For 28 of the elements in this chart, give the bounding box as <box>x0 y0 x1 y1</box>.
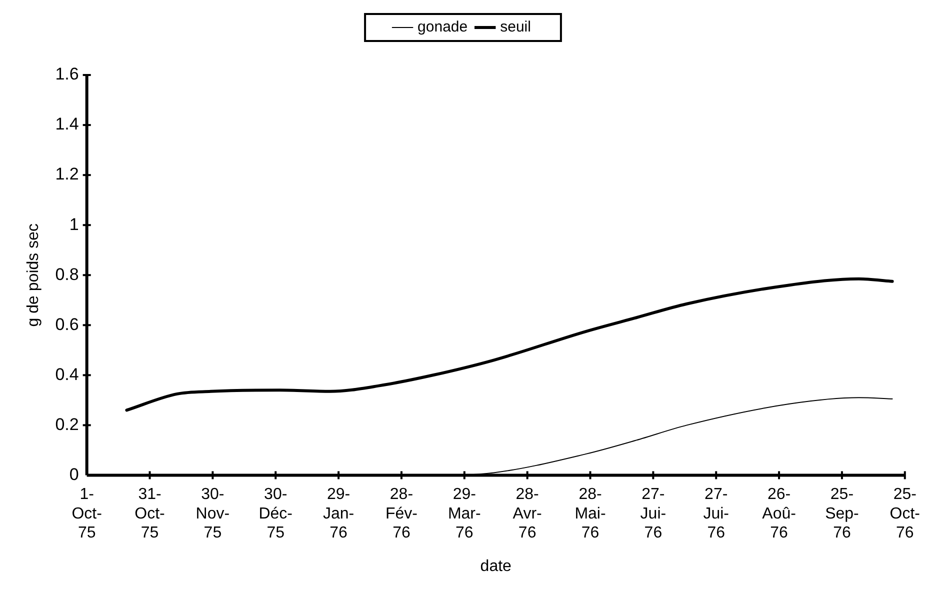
x-tick-label: 25-Oct-76 <box>890 486 920 542</box>
y-axis-title: g de poids sec <box>25 224 42 327</box>
y-tick-label: 0.8 <box>55 264 79 284</box>
y-tick-label: 0.2 <box>55 414 79 434</box>
x-tick-label: 29-Mar-76 <box>448 486 481 542</box>
y-tick-label: 1.2 <box>55 164 79 184</box>
x-tick-label: 29-Jan-76 <box>322 486 354 542</box>
x-tick-label: 1-Oct-75 <box>72 486 102 542</box>
x-axis-title: date <box>480 558 512 575</box>
x-tick-label: 28-Mai-76 <box>574 486 606 542</box>
y-tick-label: 1.4 <box>55 114 79 134</box>
legend-label: seuil <box>500 18 531 36</box>
y-tick-label: 0.4 <box>55 364 79 384</box>
x-tick-label: 30-Déc-75 <box>258 486 293 542</box>
line-series <box>125 277 894 412</box>
x-tick-label: 25-Sep-76 <box>825 486 859 542</box>
x-tick-label: 28-Fév-76 <box>385 486 418 542</box>
y-tick-label: 0.6 <box>55 314 79 334</box>
x-tick-label: 26-Aoû-76 <box>762 486 796 542</box>
x-tick-label: 30-Nov-75 <box>196 486 230 542</box>
x-tick-label: 31-Oct-75 <box>134 486 165 542</box>
x-tick-label: 27-Jui-76 <box>640 486 666 542</box>
x-tick-label: 27-Jui-76 <box>703 486 729 542</box>
y-tick-label: 1 <box>69 214 79 234</box>
y-tick-label: 0 <box>69 464 79 484</box>
legend-label: gonade <box>418 18 468 36</box>
x-tick-label: 28-Avr-76 <box>512 486 542 542</box>
y-tick-label: 1.6 <box>55 64 79 84</box>
